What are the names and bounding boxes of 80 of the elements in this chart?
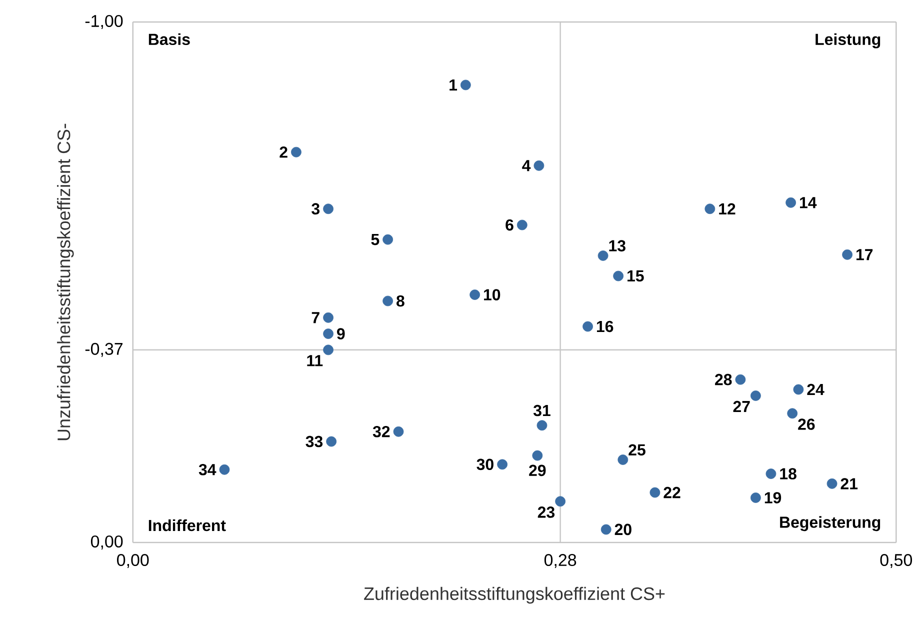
point — [326, 436, 337, 447]
point — [382, 234, 394, 245]
annotation: 32 — [372, 426, 390, 438]
point — [766, 468, 776, 479]
point — [323, 328, 334, 339]
annotation: 34 — [198, 464, 216, 476]
annotation: 22 — [664, 486, 680, 498]
point — [650, 487, 660, 498]
point — [735, 374, 746, 385]
annotation: 14 — [800, 196, 817, 208]
y-tick-label: -0,37 — [85, 342, 122, 357]
point — [786, 197, 796, 208]
annotation: 19 — [764, 492, 782, 504]
point — [323, 312, 334, 323]
point — [219, 464, 230, 475]
annotation: 8 — [396, 295, 404, 306]
point — [470, 289, 480, 300]
annotation: 30 — [476, 458, 494, 470]
point — [842, 249, 852, 260]
annotation: 5 — [371, 234, 380, 245]
point — [787, 408, 798, 418]
annotation: 23 — [538, 506, 555, 518]
annotation: 31 — [533, 404, 550, 416]
x-tick-label: 0,00 — [117, 554, 149, 568]
point — [534, 160, 544, 171]
annotation: 1 — [450, 79, 458, 90]
annotation: 21 — [840, 478, 858, 490]
point — [460, 80, 471, 90]
point — [497, 459, 508, 470]
annotation: Leistung — [816, 33, 880, 48]
point — [826, 478, 838, 489]
annotation: 25 — [628, 444, 646, 456]
annotation: 6 — [506, 219, 514, 230]
annotation: Basis — [148, 33, 190, 45]
point — [618, 454, 628, 465]
point — [555, 496, 566, 506]
point — [704, 203, 716, 214]
annotation: Indifferent — [148, 519, 226, 531]
y-tick-label: -1,00 — [85, 14, 123, 29]
annotation: 27 — [733, 400, 750, 412]
annotation: 24 — [807, 384, 824, 395]
point — [291, 146, 302, 158]
annotation: 28 — [715, 374, 732, 386]
y-axis-title: Unzufriedenheitsstiftungskoeffizient CS- — [57, 124, 74, 440]
point — [323, 203, 334, 214]
point — [532, 450, 543, 461]
annotation: 18 — [780, 468, 796, 480]
annotation: 20 — [614, 524, 632, 535]
point — [750, 390, 761, 401]
annotation: 29 — [529, 464, 546, 476]
x-tick-label: 0,28 — [544, 554, 576, 568]
annotation: 3 — [312, 202, 320, 214]
point — [598, 250, 608, 261]
annotation: Begeisterung — [780, 516, 880, 531]
annotation: 16 — [596, 320, 614, 332]
annotation: 15 — [628, 270, 644, 282]
point — [600, 524, 612, 534]
point — [382, 296, 394, 306]
point — [516, 220, 528, 230]
y-tick-label: 0,00 — [90, 535, 123, 550]
annotation: 33 — [306, 436, 323, 447]
point — [393, 426, 404, 437]
x-tick-label: 0,50 — [880, 554, 912, 568]
point — [793, 384, 804, 394]
annotation: 7 — [312, 312, 320, 323]
annotation: 12 — [719, 203, 736, 214]
annotation: 13 — [609, 240, 626, 252]
point — [613, 270, 624, 281]
point — [582, 321, 593, 332]
point — [323, 344, 334, 355]
annotation: 2 — [280, 146, 288, 158]
annotation: 11 — [307, 354, 323, 366]
point — [536, 420, 548, 430]
annotation: 26 — [798, 418, 815, 430]
x-axis-title: Zufriedenheitsstiftungskoeffizient CS+ — [364, 586, 665, 604]
annotation: 9 — [337, 328, 345, 340]
annotation: 10 — [484, 288, 500, 300]
annotation: 4 — [522, 160, 531, 171]
point — [750, 492, 761, 503]
annotation: 17 — [856, 248, 873, 260]
